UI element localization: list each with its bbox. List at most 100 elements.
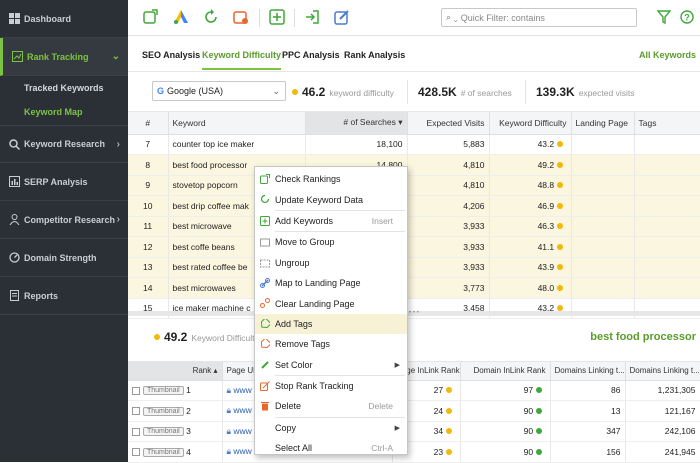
menu-item-clear-landing-page[interactable]: Clear Landing Page [255,293,407,313]
menu-item-check-rankings[interactable]: Check Rankings [255,169,407,189]
import-icon [306,10,319,24]
menu-item-move-to-group[interactable]: Move to Group [255,232,407,252]
table-row[interactable]: 14 best microwaves 3,773 48.0 [128,277,700,299]
submenu-arrow-icon: ▶ [394,424,400,432]
table-row[interactable]: 9 stovetop popcorn 4,810 48.8 [128,175,700,196]
detail-keyword-title: best food processor [590,331,696,343]
searches-value: 428.5K [418,85,457,99]
table-row[interactable]: 13 best rated coffee be 3,933 43.9 [128,257,700,278]
tags-cell [634,257,700,278]
sidebar-subitem-keyword-map[interactable]: Keyword Map [0,100,128,124]
column-header[interactable]: Domains Linking t... [625,362,700,381]
table-row[interactable]: Thumbnail 1 🔒︎ www 27 97 86 1,231,305 [128,380,700,401]
menu-item-label: Update Keyword Data [275,194,364,205]
table-row[interactable]: Thumbnail 4 🔒︎ www 23 90 156 241,945 [128,441,700,463]
sidebar-item-domain-strength[interactable]: Domain Strength [0,239,128,277]
column-header[interactable]: Tags [634,112,700,135]
help-button[interactable]: ? [677,7,697,27]
column-header[interactable]: Domain InLink Rank [460,362,551,381]
adwords-button[interactable] [171,7,191,27]
sidebar-item-serp-analysis[interactable]: SERP Analysis [0,163,128,201]
url-link[interactable]: www [233,446,252,457]
page-inlink-value: 23 [433,446,444,457]
menu-item-copy[interactable]: Copy ▶ [255,418,407,438]
add-button[interactable] [267,7,287,27]
update-button[interactable] [201,7,221,27]
all-keywords-link[interactable]: All Keywords [638,50,696,60]
lock-icon: 🔒︎ [226,384,232,395]
rank-dot-icon [535,387,542,394]
competitors-table: Rank ▴ Page URL Page InLink Rank Domain … [128,362,700,463]
sidebar-item-competitor-research[interactable]: Competitor Research › [0,201,128,239]
sort-asc-icon: ▴ [213,366,218,376]
sidebar-item-dashboard[interactable]: Dashboard [0,0,128,38]
column-header-sorted[interactable]: Rank ▴ [128,362,223,381]
menu-item-add-tags[interactable]: Add Tags [255,313,407,335]
row-checkbox[interactable] [132,386,140,395]
table-row[interactable]: Thumbnail 2 🔒︎ www 24 90 13 121,167 [128,400,700,422]
update-icon [260,194,270,204]
row-checkbox[interactable] [132,427,140,436]
url-link[interactable]: www [233,384,252,395]
update-icon [205,9,217,23]
column-header[interactable]: Keyword [168,112,306,135]
sidebar-subitem-tracked-keywords[interactable]: Tracked Keywords [0,76,128,100]
row-checkbox[interactable] [132,407,140,416]
row-checkbox[interactable] [132,448,140,457]
sidebar-item-reports[interactable]: Reports [0,277,128,315]
column-header[interactable]: Landing Page [571,112,635,135]
table-row[interactable]: 7 counter top ice maker 18,100 5,883 43.2 [128,134,700,155]
quick-filter-input[interactable]: ⌕ ⌄ Quick Filter: contains [441,8,637,27]
url-link[interactable]: www [233,425,252,436]
menu-item-map-to-landing-page[interactable]: Map to Landing Page [255,273,407,293]
menu-item-add-keywords[interactable]: Add Keywords Insert [255,211,407,231]
sidebar-item-label: Competitor Research [24,214,116,225]
filter-button[interactable] [654,7,674,27]
column-header[interactable]: Domains Linking t... [550,362,626,381]
import-button[interactable] [302,7,322,27]
thumbnail-button[interactable]: Thumbnail [143,447,184,457]
column-header[interactable]: Page InLink Rank [392,362,461,381]
menu-item-stop-rank-tracking[interactable]: Stop Rank Tracking [255,376,407,396]
column-header[interactable]: # [128,112,169,135]
menu-item-delete[interactable]: Delete Delete [255,396,407,416]
sidebar-item-rank-tracking[interactable]: Rank Tracking ⌄ [0,38,128,76]
table-row[interactable]: 12 best coffe beans 3,933 41.1 [128,236,700,258]
rank-dot-icon [445,428,452,435]
domain-inlink-value: 97 [523,385,534,396]
keywords-table: # Keyword # of Searches ▾ Expected Visit… [128,112,700,319]
table-row[interactable]: 10 best drip coffee mak 4,206 46.9 [128,195,700,217]
thumbnail-button[interactable]: Thumbnail [143,386,184,396]
edit-button[interactable] [332,7,352,27]
table-row[interactable]: 8 best food processor 14,800 4,810 49.2 [128,154,700,176]
menu-item-ungroup[interactable]: Ungroup [255,253,407,273]
thumbnail-button[interactable]: Thumbnail [143,427,184,437]
panel-splitter[interactable]: • • • [128,310,700,316]
column-header[interactable]: Expected Visits [407,112,490,135]
search-engine-select[interactable]: G Google (USA) ⌄ [152,81,286,101]
difficulty-dot-icon [154,334,160,340]
menu-item-update-keyword-data[interactable]: Update Keyword Data [255,189,407,209]
sidebar-item-label: Domain Strength [24,252,97,263]
quick-filter-placeholder: Quick Filter: contains [460,12,545,23]
menu-item-set-color[interactable]: Set Color ▶ [255,355,407,375]
check-rankings-button[interactable] [141,7,161,27]
tab-rank-analysis[interactable]: Rank Analysis [344,50,406,60]
url-link[interactable]: www [233,405,252,416]
tab-ppc-analysis[interactable]: PPC Analysis [282,50,340,60]
tab-seo-analysis[interactable]: SEO Analysis [142,50,201,60]
export-button[interactable] [231,7,251,27]
column-header-sorted[interactable]: # of Searches ▾ [305,112,408,135]
menu-item-remove-tags[interactable]: Remove Tags [255,334,407,354]
tab-keyword-difficulty[interactable]: Keyword Difficulty [202,50,282,70]
menu-item-select-all[interactable]: Select All Ctrl-A [255,438,407,458]
rank-tracking-icon [11,51,23,63]
table-row[interactable]: 11 best microwave 3,933 46.3 [128,216,700,237]
sidebar-item-keyword-research[interactable]: Keyword Research › [0,125,128,163]
thumbnail-button[interactable]: Thumbnail [143,406,184,416]
column-header[interactable]: Keyword Difficulty [489,112,572,135]
table-row[interactable]: Thumbnail 3 🔒︎ www 34 90 347 242,106 [128,421,700,442]
domain-inlink-value: 90 [523,446,534,457]
difficulty-dot-icon [556,141,563,148]
menu-item-label: Move to Group [275,237,335,248]
